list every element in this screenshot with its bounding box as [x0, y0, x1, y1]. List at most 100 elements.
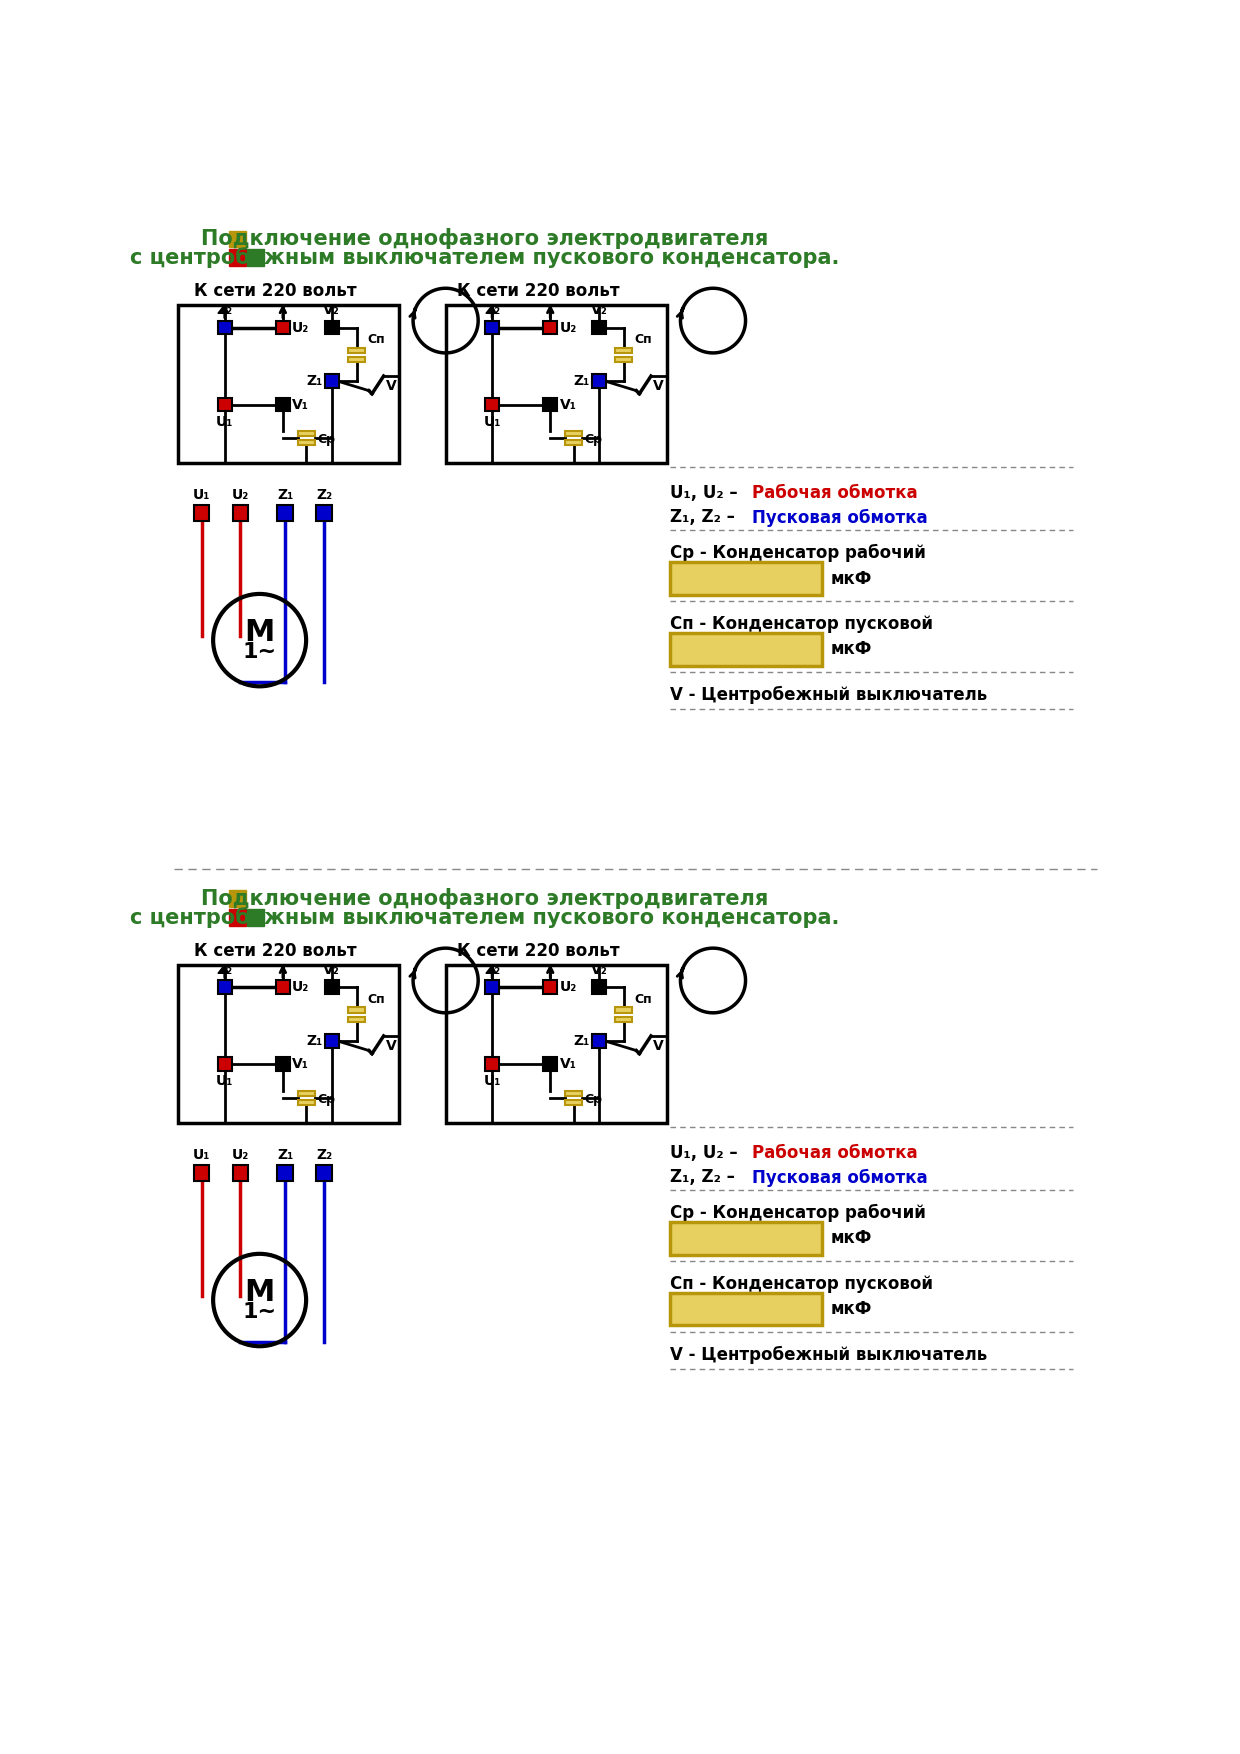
- Text: V₁: V₁: [559, 398, 577, 412]
- Text: Z₂: Z₂: [484, 303, 500, 317]
- Bar: [565, 1091, 582, 1096]
- Text: V₁: V₁: [293, 1058, 309, 1072]
- Text: V - Центробежный выключатель: V - Центробежный выключатель: [671, 1345, 987, 1363]
- Bar: [671, 633, 821, 665]
- Text: Cп: Cп: [367, 993, 384, 1005]
- Bar: [543, 980, 557, 995]
- Bar: [615, 1017, 632, 1023]
- Bar: [615, 1007, 632, 1012]
- Text: Cп: Cп: [635, 333, 652, 346]
- Text: мкФ: мкФ: [831, 1230, 872, 1247]
- Text: Cп: Cп: [367, 333, 384, 346]
- Bar: [247, 249, 264, 267]
- Bar: [275, 321, 290, 335]
- Bar: [298, 431, 315, 437]
- Text: U₂: U₂: [559, 980, 577, 995]
- Bar: [565, 440, 582, 446]
- Bar: [445, 965, 667, 1123]
- Bar: [228, 249, 246, 267]
- Text: U₂: U₂: [559, 321, 577, 335]
- Text: мкФ: мкФ: [831, 640, 872, 658]
- Bar: [348, 347, 365, 353]
- Text: 1~: 1~: [243, 642, 277, 661]
- Text: U₁: U₁: [192, 1149, 211, 1163]
- Text: Cп - Конденсатор пусковой: Cп - Конденсатор пусковой: [671, 614, 934, 633]
- Bar: [543, 1058, 557, 1072]
- Text: Cр - Конденсатор рабочий: Cр - Конденсатор рабочий: [671, 544, 926, 561]
- Text: U₂: U₂: [293, 980, 310, 995]
- Text: U₁: U₁: [484, 1075, 501, 1089]
- Text: Cр: Cр: [317, 1093, 335, 1107]
- Text: Cр: Cр: [317, 433, 335, 447]
- Text: Рабочая обмотка: Рабочая обмотка: [751, 484, 918, 502]
- Text: К сети 220 вольт: К сети 220 вольт: [458, 942, 620, 959]
- Text: мкФ: мкФ: [831, 570, 872, 588]
- Bar: [233, 1165, 248, 1180]
- Text: V₂: V₂: [324, 303, 340, 317]
- Text: 1~: 1~: [243, 1301, 277, 1321]
- Text: U₁: U₁: [216, 414, 233, 428]
- Bar: [278, 505, 293, 521]
- Text: К сети 220 вольт: К сети 220 вольт: [458, 282, 620, 300]
- Bar: [671, 563, 821, 595]
- Bar: [298, 440, 315, 446]
- Bar: [348, 1007, 365, 1012]
- Bar: [593, 321, 606, 335]
- Bar: [325, 980, 339, 995]
- Text: U₁: U₁: [484, 414, 501, 428]
- Bar: [228, 891, 246, 907]
- Text: Z₂: Z₂: [217, 963, 233, 977]
- Bar: [275, 980, 290, 995]
- Bar: [275, 398, 290, 412]
- Bar: [193, 505, 210, 521]
- Text: Cп - Конденсатор пусковой: Cп - Конденсатор пусковой: [671, 1275, 934, 1293]
- Bar: [485, 321, 498, 335]
- Bar: [325, 321, 339, 335]
- Bar: [179, 965, 399, 1123]
- Text: M: M: [244, 617, 275, 647]
- Bar: [593, 375, 606, 388]
- Text: Z₁: Z₁: [306, 374, 322, 388]
- Bar: [325, 375, 339, 388]
- Text: Z₁: Z₁: [277, 1149, 294, 1163]
- Bar: [228, 230, 246, 247]
- Text: V₂: V₂: [590, 963, 608, 977]
- Text: Cп: Cп: [635, 993, 652, 1005]
- Bar: [565, 1100, 582, 1105]
- Text: мкФ: мкФ: [831, 1300, 872, 1319]
- Bar: [485, 1058, 498, 1072]
- Bar: [593, 980, 606, 995]
- Bar: [485, 980, 498, 995]
- Text: К сети 220 вольт: К сети 220 вольт: [193, 282, 356, 300]
- Text: Z₁: Z₁: [574, 374, 590, 388]
- Text: U₂: U₂: [232, 488, 249, 502]
- Bar: [218, 1058, 232, 1072]
- Text: Cр: Cр: [584, 433, 603, 447]
- Text: U₁: U₁: [192, 488, 211, 502]
- Bar: [218, 321, 232, 335]
- Text: U₁, U₂ –: U₁, U₂ –: [671, 1144, 744, 1161]
- Bar: [218, 398, 232, 412]
- Text: Cр - Конденсатор рабочий: Cр - Конденсатор рабочий: [671, 1203, 926, 1223]
- Text: Z₂: Z₂: [484, 963, 500, 977]
- Bar: [218, 980, 232, 995]
- Text: V₁: V₁: [293, 398, 309, 412]
- Bar: [298, 1091, 315, 1096]
- Text: V₂: V₂: [590, 303, 608, 317]
- Text: Z₁: Z₁: [306, 1035, 322, 1049]
- Bar: [325, 1035, 339, 1049]
- Text: Z₂: Z₂: [217, 303, 233, 317]
- Bar: [485, 398, 498, 412]
- Text: Cр: Cр: [584, 1093, 603, 1107]
- Bar: [278, 1165, 293, 1180]
- Bar: [615, 347, 632, 353]
- Text: Рабочая обмотка: Рабочая обмотка: [751, 1144, 918, 1161]
- Text: Пусковая обмотка: Пусковая обмотка: [751, 509, 928, 526]
- Bar: [247, 909, 264, 926]
- Bar: [543, 398, 557, 412]
- Bar: [671, 1223, 821, 1254]
- Text: U₁: U₁: [216, 1075, 233, 1089]
- Bar: [348, 1017, 365, 1023]
- Text: Z₁: Z₁: [574, 1035, 590, 1049]
- Bar: [593, 1035, 606, 1049]
